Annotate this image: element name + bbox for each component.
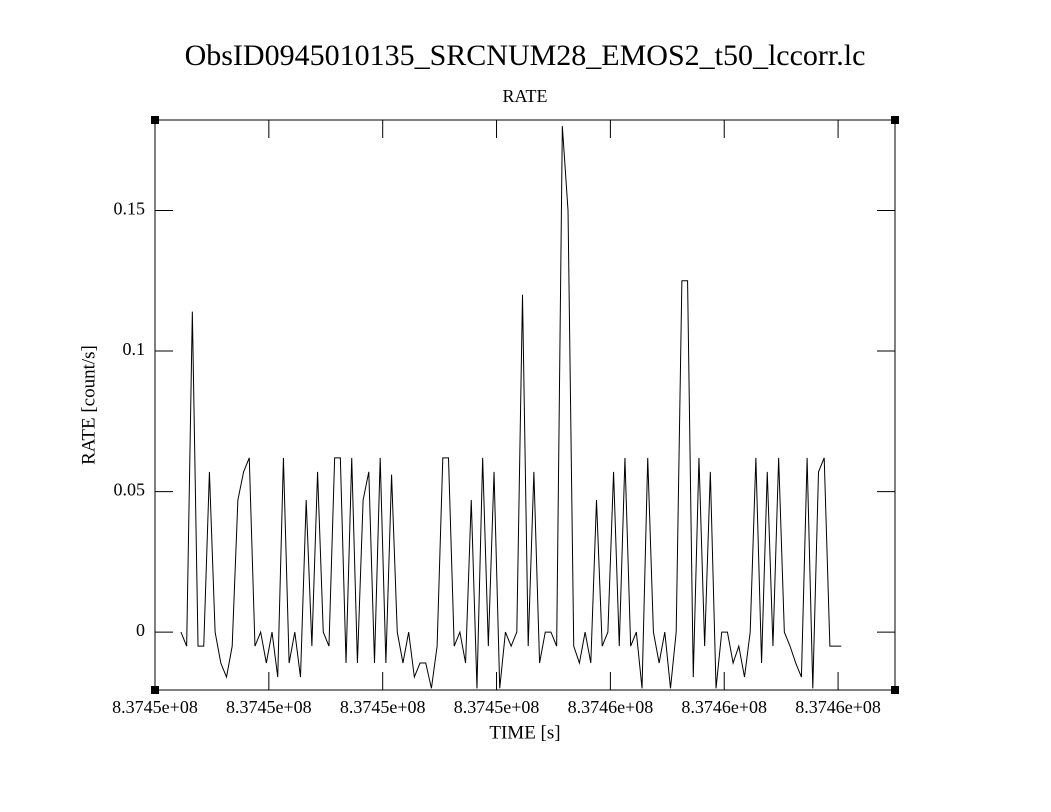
x-tick-label: 8.3746e+08: [795, 697, 881, 717]
x-tick-label: 8.3745e+08: [340, 697, 426, 717]
y-tick-label: 0.15: [114, 199, 146, 219]
corner-marker: [891, 686, 899, 694]
corner-marker: [891, 116, 899, 124]
y-axis-label: RATE [count/s]: [78, 345, 99, 465]
y-tick-label: 0.05: [114, 480, 146, 500]
y-tick-label: 0.1: [123, 339, 146, 359]
x-tick-label: 8.3746e+08: [568, 697, 654, 717]
y-tick-label: 0: [136, 620, 145, 640]
data-line: [180, 126, 842, 689]
chart-title: ObsID0945010135_SRCNUM28_EMOS2_t50_lccor…: [185, 39, 866, 72]
x-tick-label: 8.3745e+08: [454, 697, 540, 717]
chart-subtitle: RATE: [503, 86, 548, 106]
x-tick-label: 8.3746e+08: [681, 697, 767, 717]
x-axis-label: TIME [s]: [489, 722, 560, 743]
plot-frame: [154, 119, 896, 691]
x-tick-label: 8.3745e+08: [112, 697, 198, 717]
x-tick-label: 8.3745e+08: [226, 697, 312, 717]
